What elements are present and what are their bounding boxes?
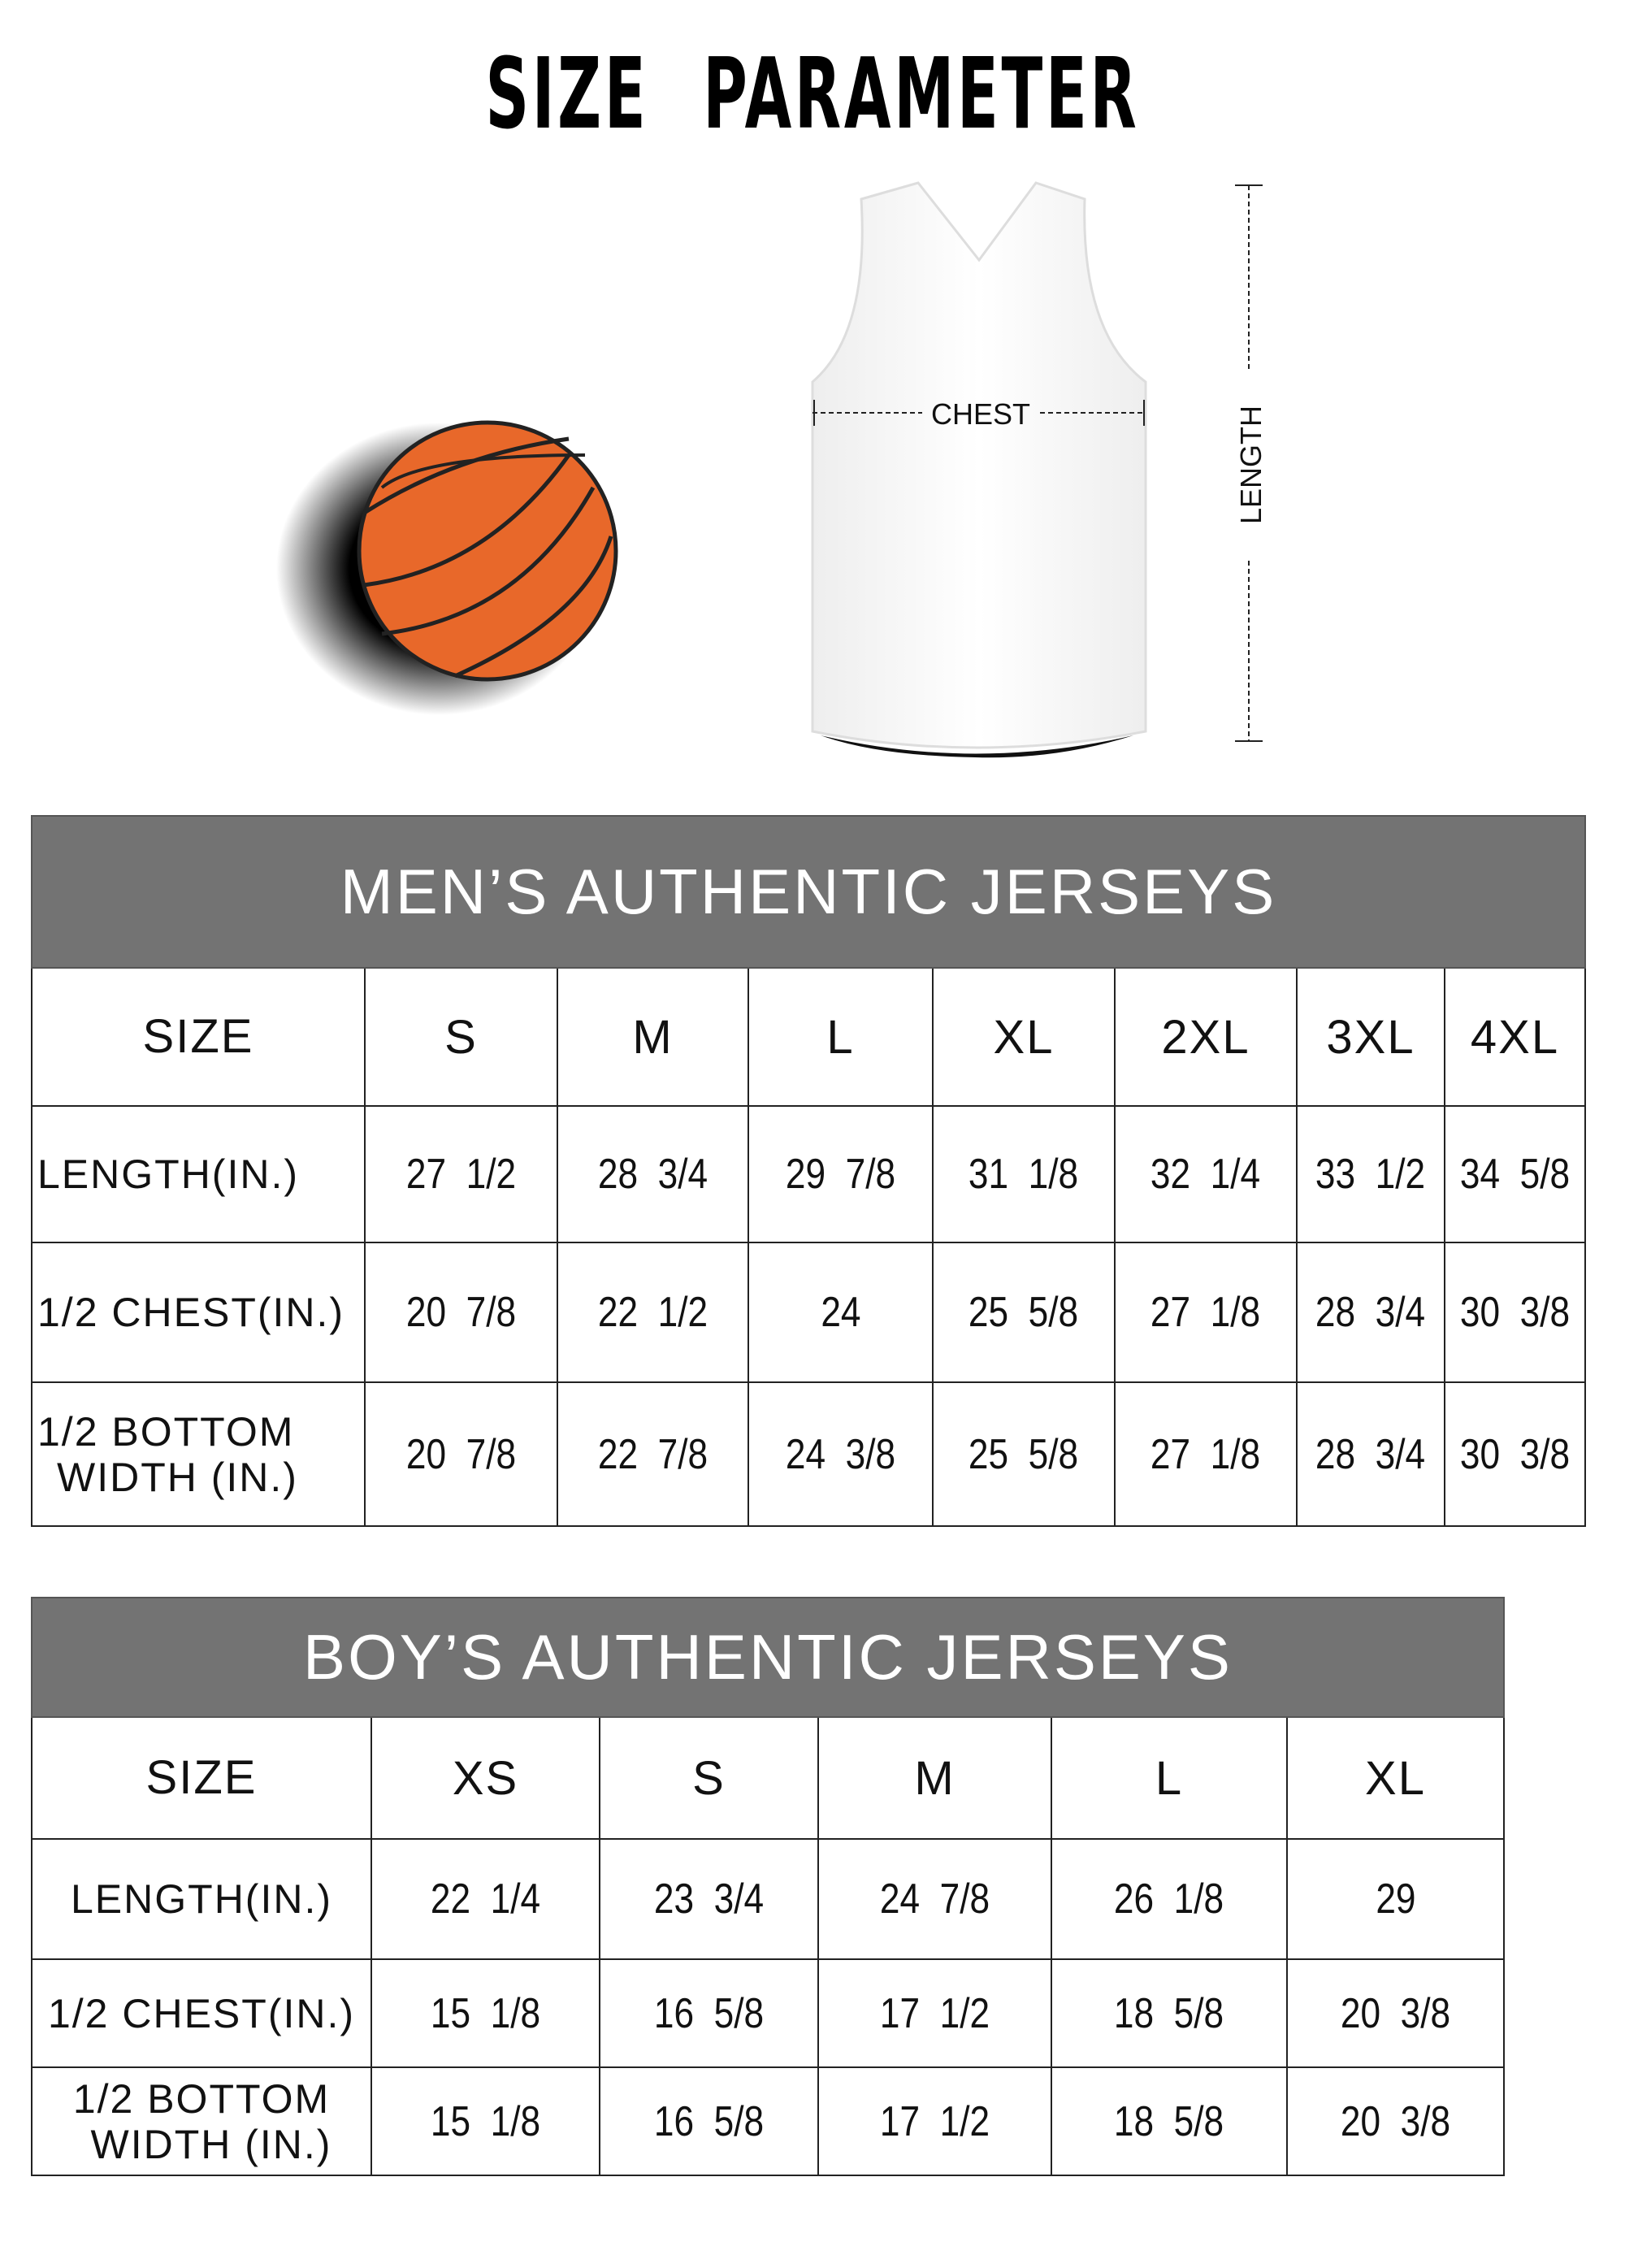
table-row: 1/2 CHEST(IN.) 20 7/8 22 1/2 24 25 5/8 27 1/8…: [31, 1242, 1587, 1383]
table-row: LENGTH(IN.) 27 1/2 28 3/4 29 7/8 31 1/8 32 1/…: [31, 1105, 1587, 1243]
measurement-cell: 27 1/8: [1114, 1242, 1298, 1383]
measurement-cell: 20 7/8: [364, 1242, 558, 1383]
measurement-cell: 27 1/2: [364, 1105, 558, 1243]
measurement-cell: 27 1/8: [1114, 1381, 1298, 1527]
size-header-row: SIZE S M L XL 2XL 3XL 4XL: [31, 967, 1587, 1107]
row-label: LENGTH(IN.): [31, 1105, 366, 1243]
measurement-cell: 28 3/4: [557, 1105, 749, 1243]
measurement-cell: 20 7/8: [364, 1381, 558, 1527]
measurement-cell: 24 7/8: [817, 1838, 1052, 1960]
measurement-cell: 32 1/4: [1114, 1105, 1298, 1243]
measurement-cell: 30 3/8: [1443, 1242, 1587, 1383]
size-m: M: [557, 967, 749, 1107]
measurement-cell: 30 3/8: [1443, 1381, 1587, 1527]
row-label: 1/2 BOTTOM WIDTH (IN.): [31, 1381, 366, 1527]
measurement-cell: 29 7/8: [748, 1105, 934, 1243]
size-l: L: [748, 967, 934, 1107]
measurement-cell: 22 1/4: [370, 1838, 600, 1960]
size-4xl: 4XL: [1443, 967, 1587, 1107]
table-row: LENGTH(IN.) 22 1/4 23 3/4 24 7/8 26 1/8 29: [31, 1838, 1505, 1960]
boys-table-title: BOY’S AUTHENTIC JERSEYS: [31, 1597, 1505, 1718]
measurement-cell: 18 5/8: [1051, 1958, 1288, 2068]
measurement-cell: 34 5/8: [1443, 1105, 1587, 1243]
illustration: CHEST LENGTH: [276, 181, 1268, 758]
mens-table-title: MEN’S AUTHENTIC JERSEYS: [30, 815, 1587, 969]
measurement-cell: 15 1/8: [370, 1958, 600, 2068]
size-xl: XL: [1286, 1716, 1505, 1840]
measurement-cell: 15 1/8: [370, 2066, 600, 2176]
page-title: SIZE PARAMETER: [485, 38, 1140, 151]
measurement-cell: 25 5/8: [932, 1381, 1116, 1527]
measurement-cell: 22 1/2: [557, 1242, 749, 1383]
measurement-cell: 20 3/8: [1286, 2066, 1505, 2176]
measurement-cell: 23 3/4: [599, 1838, 819, 1960]
basketball-icon: [276, 420, 618, 715]
measurement-cell: 22 7/8: [557, 1381, 749, 1527]
size-xs: XS: [370, 1716, 600, 1840]
length-measure: LENGTH: [1234, 184, 1268, 742]
table-row: 1/2 BOTTOM WIDTH (IN.) 20 7/8 22 7/8 24 3/8 2…: [31, 1381, 1587, 1527]
size-2xl: 2XL: [1114, 967, 1298, 1107]
measurement-cell: 24: [748, 1242, 934, 1383]
size-s: S: [599, 1716, 819, 1840]
size-label: SIZE: [31, 1716, 372, 1840]
measurement-cell: 17 1/2: [817, 2066, 1052, 2176]
measurement-cell: 31 1/8: [932, 1105, 1116, 1243]
measurement-cell: 16 5/8: [599, 2066, 819, 2176]
mens-size-table: MEN’S AUTHENTIC JERSEYS SIZE S M L XL 2XL 3XL 4…: [30, 815, 1587, 1527]
jersey-icon: CHEST: [811, 181, 1147, 758]
boys-size-table: BOY’S AUTHENTIC JERSEYS SIZE XS S M L XL LENGT…: [31, 1597, 1505, 2176]
measurement-cell: 25 5/8: [932, 1242, 1116, 1383]
measurement-cell: 16 5/8: [599, 1958, 819, 2068]
row-label: LENGTH(IN.): [31, 1838, 372, 1960]
row-label: 1/2 CHEST(IN.): [31, 1958, 372, 2068]
table-row: 1/2 BOTTOM WIDTH (IN.) 15 1/8 16 5/8 17 1/2 1…: [31, 2066, 1505, 2176]
size-xl: XL: [932, 967, 1116, 1107]
chest-label: CHEST: [931, 397, 1030, 431]
size-3xl: 3XL: [1296, 967, 1445, 1107]
measurement-cell: 18 5/8: [1051, 2066, 1288, 2176]
measurement-cell: 26 1/8: [1051, 1838, 1288, 1960]
row-label: 1/2 BOTTOM WIDTH (IN.): [31, 2066, 372, 2176]
size-header-row: SIZE XS S M L XL: [31, 1716, 1505, 1840]
measurement-cell: 20 3/8: [1286, 1958, 1505, 2068]
measurement-cell: 29: [1286, 1838, 1505, 1960]
size-m: M: [817, 1716, 1052, 1840]
length-label: LENGTH: [1234, 405, 1268, 524]
measurement-cell: 17 1/2: [817, 1958, 1052, 2068]
size-l: L: [1051, 1716, 1288, 1840]
measurement-cell: 28 3/4: [1296, 1381, 1445, 1527]
table-row: 1/2 CHEST(IN.) 15 1/8 16 5/8 17 1/2 18 5/8 20…: [31, 1958, 1505, 2068]
size-label: SIZE: [31, 967, 366, 1107]
measurement-cell: 24 3/8: [748, 1381, 934, 1527]
row-label: 1/2 CHEST(IN.): [31, 1242, 366, 1383]
measurement-cell: 28 3/4: [1296, 1242, 1445, 1383]
measurement-cell: 33 1/2: [1296, 1105, 1445, 1243]
size-s: S: [364, 967, 558, 1107]
